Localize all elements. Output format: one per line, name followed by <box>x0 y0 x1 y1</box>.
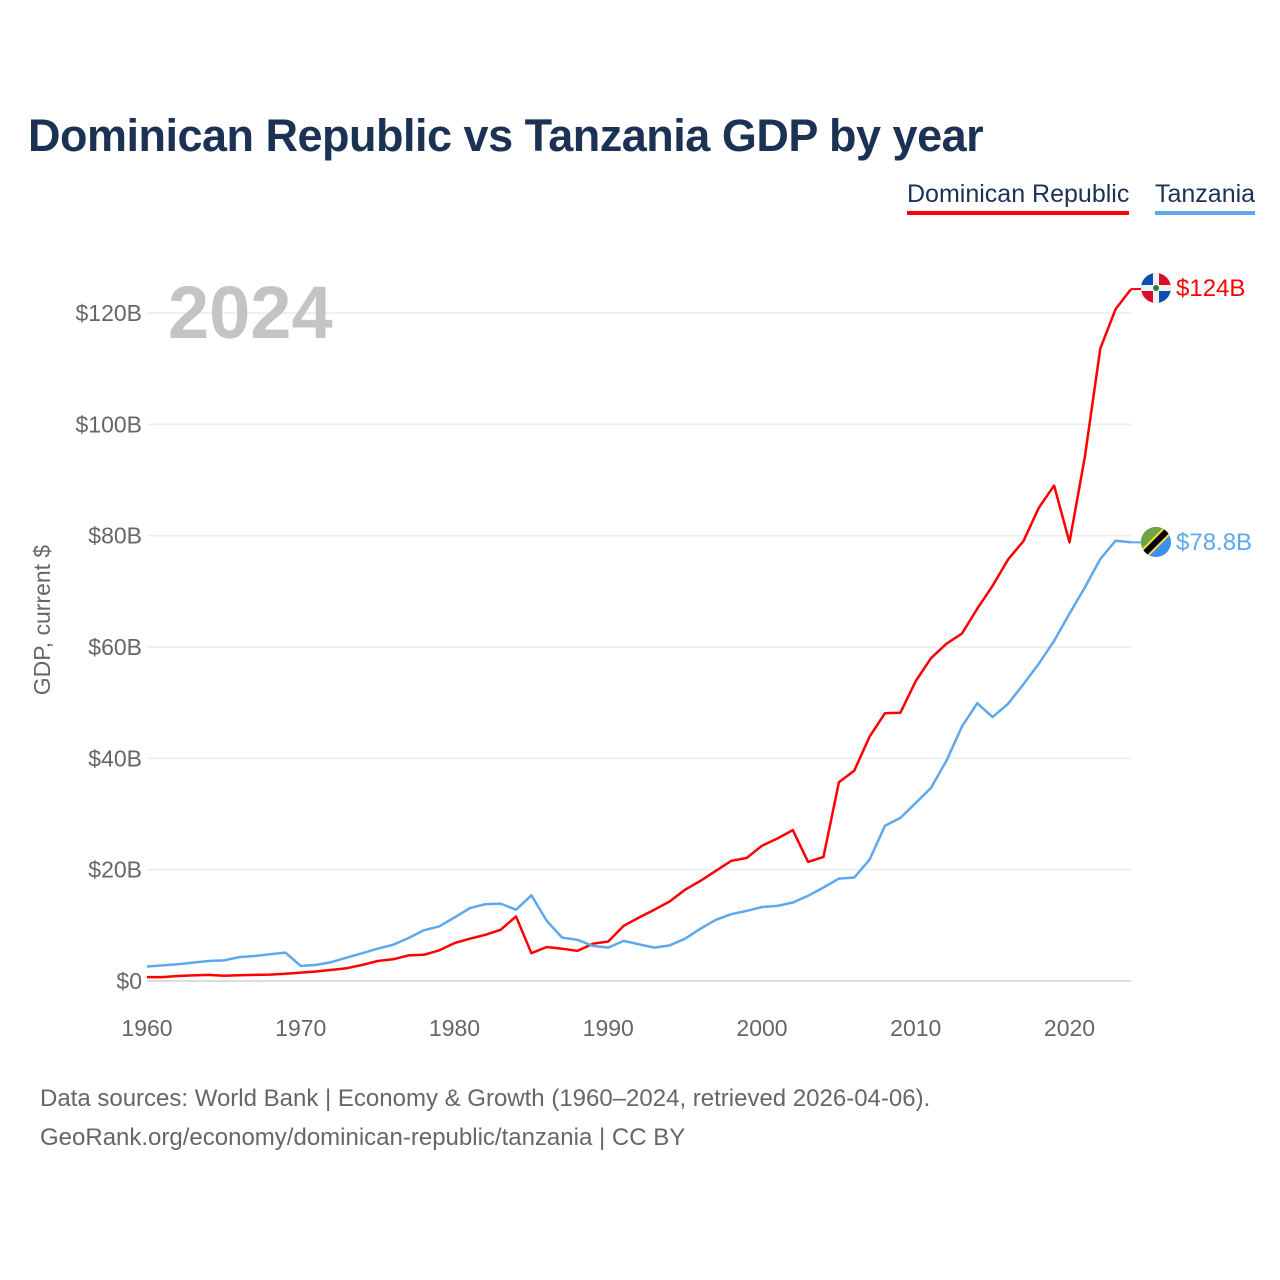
y-axis-label: GDP, current $ <box>29 545 55 696</box>
y-tick-label: $40B <box>88 745 142 771</box>
series-line-tanzania <box>146 539 1132 968</box>
x-tick-label: 1980 <box>429 1015 480 1041</box>
flag-dominican-republic-icon <box>1141 273 1171 303</box>
x-tick-label: 2000 <box>736 1015 787 1041</box>
y-tick-label: $0 <box>116 968 142 994</box>
y-tick-label: $60B <box>88 634 142 660</box>
footer-attribution[interactable]: GeoRank.org/economy/dominican-republic/t… <box>40 1124 686 1151</box>
flag-tanzania-icon <box>1141 527 1171 557</box>
end-value-dominican-republic: $124B <box>1176 275 1245 302</box>
x-tick-label: 2010 <box>890 1015 941 1041</box>
y-tick-label: $120B <box>75 300 142 326</box>
x-tick-label: 1970 <box>275 1015 326 1041</box>
y-tick-label: $20B <box>88 857 142 883</box>
legend-item-dominican-republic[interactable]: Dominican Republic <box>907 180 1130 215</box>
footer-sources: Data sources: World Bank | Economy & Gro… <box>40 1085 931 1112</box>
current-year-label: 2024 <box>168 271 333 354</box>
x-tick-label: 2020 <box>1044 1015 1095 1041</box>
end-value-tanzania: $78.8B <box>1176 529 1252 556</box>
chart-title: Dominican Republic vs Tanzania GDP by ye… <box>28 110 984 161</box>
x-tick-label: 1990 <box>583 1015 634 1041</box>
y-tick-label: $100B <box>75 411 142 437</box>
x-tick-label: 1960 <box>121 1015 172 1041</box>
series-line-dominican-republic <box>147 288 1132 979</box>
y-tick-label: $80B <box>88 523 142 549</box>
legend-item-tanzania[interactable]: Tanzania <box>1155 180 1256 215</box>
